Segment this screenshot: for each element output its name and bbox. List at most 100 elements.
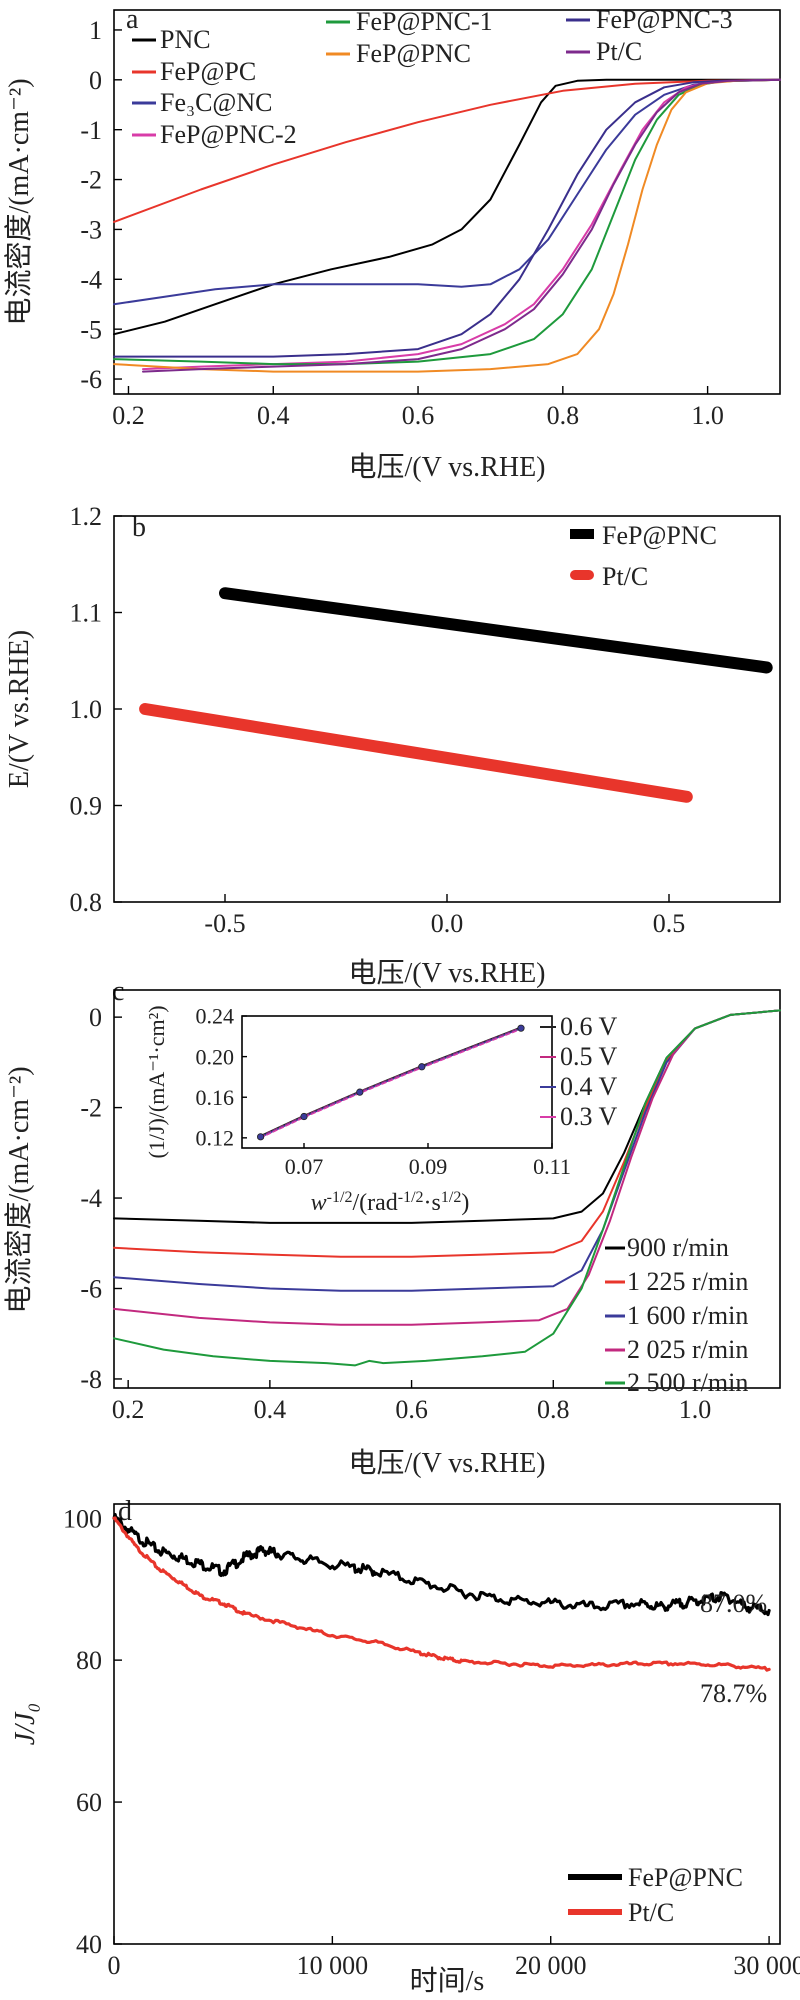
series-line-a-fep-pnc-3 xyxy=(113,78,781,358)
x-tick-label: 0.6 xyxy=(402,401,435,430)
panel-d-xlabel: 时间/s xyxy=(410,1965,485,1997)
x-tick-label: 0.4 xyxy=(257,401,290,430)
y-tick-label: 1.2 xyxy=(70,502,103,531)
panel-a: a 0.2 0.4 0.6 0.8 1.0 1 0 -1 -2 -3 -4 -5 -6 电压/(V v… xyxy=(3,4,781,483)
panel-d-frame xyxy=(113,1503,781,1945)
y-tick-label: 1.1 xyxy=(70,599,103,628)
x-tick-label: 30 000 xyxy=(733,1951,800,1980)
legend-label-fep-pnc-1: FeP@PNC-1 xyxy=(356,7,493,36)
x-tick-label: 0.6 xyxy=(395,1395,428,1424)
inset-x-ticks: 0.07 0.09 0.11 xyxy=(285,1143,571,1179)
panel-c-inset: 0.07 0.09 0.11 0.24 0.20 0.16 0.12 w-1/2/(rad… xyxy=(144,1004,618,1216)
panel-a-x-ticks: 0.2 0.4 0.6 0.8 1.0 xyxy=(112,386,724,430)
series-line-c-2-500-r-min xyxy=(113,1009,781,1367)
inset-legend-label-0-5: 0.5 V xyxy=(560,1042,618,1071)
x-tick-label: 20 000 xyxy=(515,1951,587,1980)
series-line-a-fep-pc xyxy=(113,78,781,223)
legend-swatch-b-fep-pnc xyxy=(570,529,594,539)
panel-a-frame xyxy=(113,9,781,395)
y-tick-label: -1 xyxy=(80,116,102,145)
panel-b-label: b xyxy=(132,512,146,543)
x-tick-label: 10 000 xyxy=(297,1951,369,1980)
legend-label-pt-c: Pt/C xyxy=(596,37,642,66)
legend-swatch-b-pt-c xyxy=(570,570,594,580)
legend-label-fep-pnc-3: FeP@PNC-3 xyxy=(596,5,733,34)
y-tick-label: 0.24 xyxy=(196,1004,235,1029)
y-tick-label: 1.0 xyxy=(70,695,103,724)
x-tick-label: 1.0 xyxy=(691,401,724,430)
y-tick-label: 0 xyxy=(89,1003,102,1032)
legend-label-1225: 1 225 r/min xyxy=(627,1267,748,1296)
y-tick-label: -2 xyxy=(80,166,102,195)
inset-data-point xyxy=(256,1133,265,1141)
x-tick-label: 0.0 xyxy=(431,909,464,938)
y-tick-label: 60 xyxy=(76,1788,102,1817)
legend-label-fep-pnc-2: FeP@PNC-2 xyxy=(160,120,297,149)
series-line-a-fep-pnc xyxy=(113,78,781,373)
panel-b-legend: FeP@PNC Pt/C xyxy=(570,521,717,591)
inset-data-point xyxy=(418,1063,426,1071)
panel-b-frame xyxy=(113,515,781,903)
inset-data-point xyxy=(300,1112,308,1121)
inset-curves xyxy=(256,1024,525,1141)
legend-label-1600: 1 600 r/min xyxy=(627,1301,748,1330)
x-tick-label: 0.4 xyxy=(254,1395,287,1424)
legend-label-b-pt-c: Pt/C xyxy=(602,562,648,591)
panel-d-ylabel: J/J₀ xyxy=(10,1703,41,1745)
y-tick-label: 0.9 xyxy=(70,792,103,821)
y-tick-label: -6 xyxy=(80,365,102,394)
legend-label-2500: 2 500 r/min xyxy=(627,1368,748,1397)
panel-c-xlabel: 电压/(V vs.RHE) xyxy=(348,1447,545,1479)
series-line-a-pnc xyxy=(113,78,781,336)
inset-legend-label-0-4: 0.4 V xyxy=(560,1072,618,1101)
legend-label-fep-pnc: FeP@PNC xyxy=(356,39,471,68)
inset-ylabel: (1/J)/(mA⁻¹·cm²) xyxy=(144,1005,169,1158)
x-tick-label: 0.11 xyxy=(533,1154,571,1179)
panel-c: c 0.2 0.4 0.6 0.8 1.0 0 -2 -4 -6 -8 电压/(V vs.RHE… xyxy=(3,976,781,1479)
y-tick-label: -5 xyxy=(80,315,102,344)
y-tick-label: 0.20 xyxy=(196,1044,235,1069)
legend-label-fep-pc: FeP@PC xyxy=(160,57,256,86)
panel-d-y-ticks: 100 80 60 40 xyxy=(63,1504,122,1959)
y-tick-label: 1 xyxy=(89,16,102,45)
series-line-b-pt-c xyxy=(139,703,693,803)
inset-legend: 0.6 V 0.5 V 0.4 V 0.3 V xyxy=(540,1012,618,1131)
series-line-b-fep-pnc xyxy=(219,587,773,674)
panel-d-x-ticks: 0 10 000 20 000 30 000 xyxy=(108,1936,800,1980)
panel-b-curves xyxy=(139,587,773,803)
panel-a-ylabel: 电流密度/(mA·cm⁻²) xyxy=(3,78,35,325)
y-tick-label: -4 xyxy=(80,265,102,294)
y-tick-label: 0.8 xyxy=(70,888,103,917)
inset-series-line-0-3-v xyxy=(259,1028,522,1139)
annotation-pt-c-retention: 78.7% xyxy=(700,1679,767,1708)
x-tick-label: 0.09 xyxy=(409,1154,448,1179)
y-tick-label: 40 xyxy=(76,1930,102,1959)
series-line-d-fep-pnc xyxy=(112,1512,771,1617)
x-tick-label: 0.2 xyxy=(112,1395,145,1424)
panel-b-y-ticks: 1.2 1.1 1.0 0.9 0.8 xyxy=(70,502,122,917)
y-tick-label: -3 xyxy=(80,216,102,245)
panel-c-label: c xyxy=(112,976,124,1007)
y-tick-label: 0.16 xyxy=(196,1085,235,1110)
legend-label-2025: 2 025 r/min xyxy=(627,1335,748,1364)
x-tick-label: 0 xyxy=(108,1951,121,1980)
panel-b-xlabel: 电压/(V vs.RHE) xyxy=(348,957,545,989)
panel-c-x-ticks: 0.2 0.4 0.6 0.8 1.0 xyxy=(112,1380,711,1424)
panel-c-curves xyxy=(113,1009,781,1367)
panel-d-curves xyxy=(112,1512,771,1672)
y-tick-label: 0 xyxy=(89,66,102,95)
inset-legend-label-0-3: 0.3 V xyxy=(560,1102,618,1131)
legend-label-pnc: PNC xyxy=(160,25,211,54)
panel-b-ylabel: E/(V vs.RHE) xyxy=(4,630,35,788)
y-tick-label: 100 xyxy=(63,1504,102,1533)
series-line-a-pt-c xyxy=(142,78,781,373)
y-tick-label: -4 xyxy=(80,1184,102,1213)
inset-xlabel: w-1/2/(rad-1/2·s1/2) xyxy=(311,1189,470,1216)
x-tick-label: 0.07 xyxy=(285,1154,324,1179)
series-line-d-pt-c xyxy=(112,1516,771,1672)
panel-a-legend: PNC FeP@PC Fe₃C@NC FeP@PNC-2 FeP@PNC-1 F… xyxy=(132,5,733,149)
panel-d-legend: FeP@PNC Pt/C xyxy=(568,1863,743,1927)
inset-legend-label-0-6: 0.6 V xyxy=(560,1012,618,1041)
